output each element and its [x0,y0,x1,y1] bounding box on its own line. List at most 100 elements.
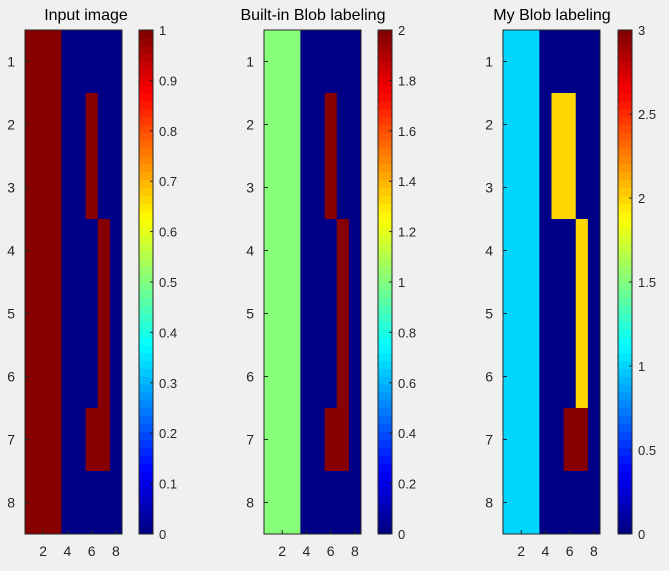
heatmap-cell [587,30,601,94]
colorbar-segment [139,305,153,314]
colorbar-segment [378,447,392,456]
colorbar-segment [378,337,392,346]
colorbar-segment [139,250,153,259]
colorbar-segment [618,195,632,204]
colorbar-tick-label: 1.4 [398,174,416,189]
axes-frame [24,29,123,535]
heatmap-cell [312,30,326,94]
heatmap-cell [300,156,313,220]
colorbar-segment [618,171,632,181]
heatmap-cell [97,345,111,409]
y-tick-label: 7 [485,432,493,448]
colorbar-tick-label: 0.4 [159,325,177,340]
heatmap-cell [324,219,338,283]
colorbar-segment [618,321,632,330]
heatmap-cell [515,30,528,94]
colorbar-segment [618,250,632,259]
colorbar-segment [139,282,153,291]
heatmap-cell [61,219,74,283]
colorbar-segment [618,219,632,228]
heatmap-cell [563,408,577,472]
colorbar-segment [618,360,632,370]
colorbar-tick-label: 0.8 [159,124,177,139]
heatmap-cell [264,282,277,346]
heatmap-cell [49,93,62,157]
colorbar-segment [378,384,392,393]
heatmap-cell [324,282,338,346]
heatmap-cell [539,156,552,220]
colorbar-segment [139,195,153,204]
heatmap-cell [503,219,516,283]
colorbar-segment [618,203,632,212]
colorbar-segment [139,242,153,251]
colorbar-segment [139,187,153,196]
y-tick-label: 1 [485,54,493,70]
colorbar-segment [139,30,153,39]
heatmap-cell [97,471,111,535]
heatmap-cell [527,30,540,94]
colorbar-segment [139,156,153,165]
heatmap-cell [312,471,326,535]
colorbar-segment [618,156,632,165]
heatmap-cell [575,219,589,283]
colorbar-segment [618,124,632,133]
colorbar-tick-label: 0.1 [159,477,177,492]
colorbar-segment [139,494,153,503]
y-tick-label: 1 [246,54,254,70]
y-tick-label: 2 [485,117,493,133]
heatmap-cell [264,219,277,283]
colorbar-segment [618,463,632,472]
x-tick-label: 6 [88,543,96,559]
x-tick-label: 8 [351,543,359,559]
heatmap-cell [515,345,528,409]
heatmap-cell [348,408,362,472]
colorbar-segment [618,423,632,433]
heatmap-cell [539,30,552,94]
heatmap-cell [587,282,601,346]
heatmap-cell [515,156,528,220]
panel-title: Input image [44,7,128,24]
heatmap-cell [288,30,301,94]
heatmap-cell [300,30,313,94]
heatmap-cell [25,282,38,346]
y-tick-label: 8 [485,495,493,511]
colorbar-segment [139,53,153,62]
colorbar-segment [378,486,392,496]
colorbar-segment [139,337,153,346]
heatmap-cell [587,471,601,535]
colorbar-segment [139,163,153,173]
colorbar-segment [139,274,153,283]
heatmap-cell [288,93,301,157]
colorbar-segment [139,463,153,472]
colorbar-segment [378,321,392,330]
heatmap-cell [503,156,516,220]
heatmap-cell [312,156,326,220]
heatmap-cell [324,408,338,472]
heatmap-cell [73,156,87,220]
colorbar-tick-label: 0.3 [159,376,177,391]
heatmap-cell [300,219,313,283]
heatmap-cell [551,30,565,94]
heatmap-cell [85,282,99,346]
colorbar-segment [139,439,153,448]
heatmap-cell [539,282,552,346]
colorbar-segment [139,61,153,70]
colorbar-segment [618,305,632,314]
colorbar-segment [378,171,392,181]
colorbar-tick-label: 1.5 [638,275,656,290]
colorbar-segment [139,502,153,511]
heatmap-cell [73,30,87,94]
heatmap-cell [37,219,50,283]
colorbar-tick-label: 0 [398,527,405,542]
heatmap-cell [61,408,74,472]
colorbar-segment [378,471,392,480]
heatmap-cell [264,345,277,409]
colorbar-segment [139,376,153,385]
heatmap-cell [109,93,123,157]
heatmap-cell [515,93,528,157]
heatmap-cell [539,93,552,157]
heatmap-cell [336,408,350,472]
heatmap-cell [73,345,87,409]
heatmap-cell [25,345,38,409]
heatmap-cell [49,282,62,346]
